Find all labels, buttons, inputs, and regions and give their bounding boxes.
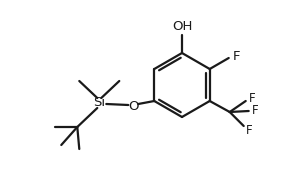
Text: F: F	[246, 124, 252, 137]
Text: F: F	[233, 51, 240, 64]
Text: OH: OH	[172, 20, 192, 33]
Text: Si: Si	[93, 96, 105, 109]
Text: F: F	[249, 93, 255, 106]
Text: O: O	[128, 100, 139, 112]
Text: F: F	[252, 103, 258, 116]
